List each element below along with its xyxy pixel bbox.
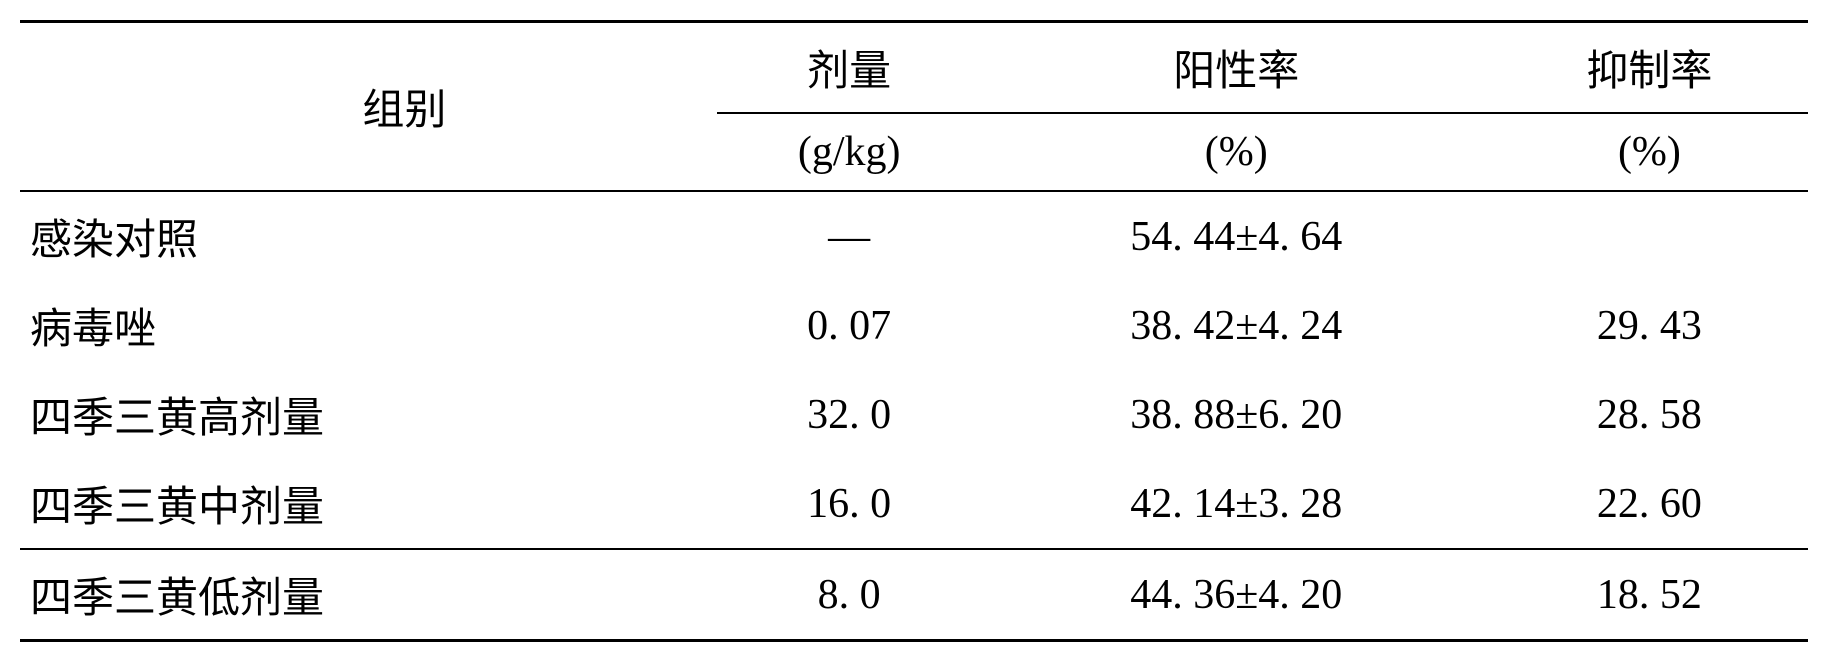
data-table-container: 组别 剂量 阳性率 抑制率 (g/kg) (%) (%) 感染对照 — 54. …	[20, 20, 1808, 642]
header-group: 组别	[20, 22, 717, 192]
table-row: 四季三黄高剂量 32. 0 38. 88±6. 20 28. 58	[20, 370, 1808, 459]
cell-dose: 32. 0	[717, 370, 982, 459]
cell-dose: 0. 07	[717, 281, 982, 370]
cell-group: 四季三黄低剂量	[20, 549, 717, 641]
table-body: 感染对照 — 54. 44±4. 64 病毒唑 0. 07 38. 42±4. …	[20, 191, 1808, 641]
cell-dose: 8. 0	[717, 549, 982, 641]
cell-inhibition-rate: 22. 60	[1491, 459, 1808, 549]
cell-dose: 16. 0	[717, 459, 982, 549]
cell-inhibition-rate: 18. 52	[1491, 549, 1808, 641]
cell-positive-rate: 38. 42±4. 24	[982, 281, 1491, 370]
cell-dose: —	[717, 191, 982, 281]
cell-positive-rate: 38. 88±6. 20	[982, 370, 1491, 459]
cell-positive-rate: 44. 36±4. 20	[982, 549, 1491, 641]
header-positive-rate: 阳性率	[982, 22, 1491, 114]
cell-inhibition-rate: 29. 43	[1491, 281, 1808, 370]
cell-group: 四季三黄中剂量	[20, 459, 717, 549]
cell-inhibition-rate: 28. 58	[1491, 370, 1808, 459]
cell-positive-rate: 54. 44±4. 64	[982, 191, 1491, 281]
cell-positive-rate: 42. 14±3. 28	[982, 459, 1491, 549]
header-dose: 剂量	[717, 22, 982, 114]
cell-inhibition-rate	[1491, 191, 1808, 281]
cell-group: 感染对照	[20, 191, 717, 281]
table-row: 病毒唑 0. 07 38. 42±4. 24 29. 43	[20, 281, 1808, 370]
header-row-1: 组别 剂量 阳性率 抑制率	[20, 22, 1808, 114]
cell-group: 病毒唑	[20, 281, 717, 370]
table-row: 四季三黄中剂量 16. 0 42. 14±3. 28 22. 60	[20, 459, 1808, 549]
table-row: 感染对照 — 54. 44±4. 64	[20, 191, 1808, 281]
table-header: 组别 剂量 阳性率 抑制率 (g/kg) (%) (%)	[20, 22, 1808, 192]
cell-group: 四季三黄高剂量	[20, 370, 717, 459]
unit-dose: (g/kg)	[717, 113, 982, 191]
header-inhibition-rate: 抑制率	[1491, 22, 1808, 114]
data-table: 组别 剂量 阳性率 抑制率 (g/kg) (%) (%) 感染对照 — 54. …	[20, 20, 1808, 642]
table-row: 四季三黄低剂量 8. 0 44. 36±4. 20 18. 52	[20, 549, 1808, 641]
unit-inhibition-rate: (%)	[1491, 113, 1808, 191]
unit-positive-rate: (%)	[982, 113, 1491, 191]
